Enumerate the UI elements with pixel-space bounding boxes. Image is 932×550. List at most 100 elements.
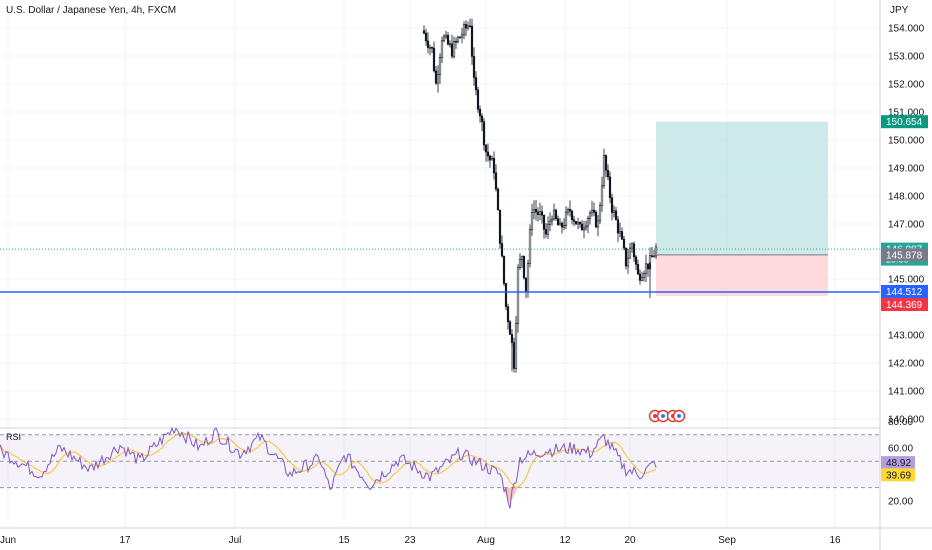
time-label: 16: [829, 535, 841, 546]
candle-body: [488, 155, 492, 161]
candle-body: [606, 170, 610, 178]
candle-body: [540, 211, 544, 216]
candle-body: [554, 209, 558, 220]
candle-body: [644, 263, 648, 274]
candle-body: [456, 36, 460, 42]
rsi-oversold-fill: [502, 487, 518, 504]
price-tick-label: 154.000: [888, 24, 925, 35]
price-tick-label: 145.000: [888, 275, 925, 286]
candle-body: [468, 25, 472, 28]
time-label: 15: [338, 535, 350, 546]
rsi-tick-label: 20.00: [888, 496, 913, 507]
candle-body: [636, 263, 640, 275]
candle-body: [550, 218, 554, 222]
rsi-line: [0, 426, 657, 509]
candle-body: [462, 24, 466, 36]
candle-body: [562, 225, 566, 228]
candle-body: [634, 256, 638, 265]
candle-body: [604, 155, 608, 171]
candle-body: [500, 243, 504, 257]
candle-body: [504, 283, 508, 308]
candle-body: [522, 255, 526, 279]
candle-body: [600, 185, 604, 206]
candle-body: [628, 247, 632, 259]
candle-body: [538, 211, 542, 215]
event-markers: [648, 409, 686, 423]
candle-body: [568, 208, 572, 212]
candle-body: [526, 263, 530, 293]
price-tick-label: 150.000: [888, 136, 925, 147]
candle-body: [584, 225, 588, 229]
candle-body: [466, 25, 470, 29]
time-label: 17: [119, 535, 131, 546]
candle-body: [454, 40, 458, 43]
candle-body: [544, 229, 548, 235]
candle-body: [434, 70, 438, 84]
candle-body: [578, 221, 582, 225]
candle-body: [576, 221, 580, 225]
candle-body: [546, 223, 550, 235]
candle-body: [484, 144, 488, 153]
candle-body: [524, 277, 528, 293]
candle-body: [442, 36, 446, 42]
currency-label[interactable]: JPY: [890, 5, 909, 16]
candle-body: [638, 273, 642, 281]
candle-body: [426, 40, 430, 48]
candle-body: [516, 267, 520, 324]
candle-body: [652, 255, 656, 258]
candle-body: [566, 208, 570, 213]
candle-body: [464, 24, 468, 29]
rsi-ma-label: 39.69: [886, 470, 911, 481]
candle-body: [564, 211, 568, 226]
candle-body: [608, 176, 612, 198]
rsi-label: RSI: [6, 432, 22, 442]
candles: [422, 18, 658, 373]
entry-price-label: 145.878: [886, 250, 923, 261]
candle-body: [558, 222, 562, 226]
candle-body: [528, 229, 532, 264]
candle-body: [514, 323, 518, 369]
candle-body: [552, 209, 556, 220]
candle-body: [586, 218, 590, 227]
candle-body: [548, 220, 552, 225]
price-tick-label: 151.000: [888, 108, 925, 119]
candle-body: [618, 231, 622, 234]
price-tick-label: 147.000: [888, 220, 925, 231]
candle-body: [598, 205, 602, 222]
candle-body: [508, 321, 512, 335]
candle-body: [632, 243, 636, 258]
candle-body: [646, 263, 650, 270]
candle-body: [622, 238, 626, 249]
candle-body: [642, 273, 646, 278]
rsi-ma-line: [0, 431, 657, 488]
candle-body: [440, 40, 444, 58]
candle-body: [518, 259, 522, 268]
time-label: Aug: [477, 535, 495, 546]
time-label: 23: [404, 535, 416, 546]
rsi-value-label: 48.92: [886, 458, 911, 469]
event-marker-dot: [653, 414, 657, 418]
candle-body: [496, 188, 500, 211]
candle-body: [534, 209, 538, 213]
candle-body: [590, 209, 594, 214]
loss-zone: [656, 254, 828, 297]
candle-body: [574, 221, 578, 225]
candle-body: [478, 109, 482, 117]
candle-body: [626, 257, 630, 267]
rsi-tick-label: 80.00: [888, 417, 913, 428]
stop-price-label: 144.369: [886, 300, 923, 311]
candle-body: [532, 209, 536, 213]
candle-body: [572, 219, 576, 222]
candle-body: [520, 255, 524, 260]
candle-body: [556, 218, 560, 226]
stop-price-label-bg: [881, 298, 928, 311]
candle-body: [592, 209, 596, 213]
hline-price-label-bg: [881, 285, 928, 298]
rsi-tick-label: 60.00: [888, 444, 913, 455]
time-label: 20: [624, 535, 636, 546]
price-tick-label: 152.000: [888, 80, 925, 91]
candle-body: [458, 36, 462, 39]
candle-body: [476, 89, 480, 110]
candle-body: [490, 157, 494, 161]
